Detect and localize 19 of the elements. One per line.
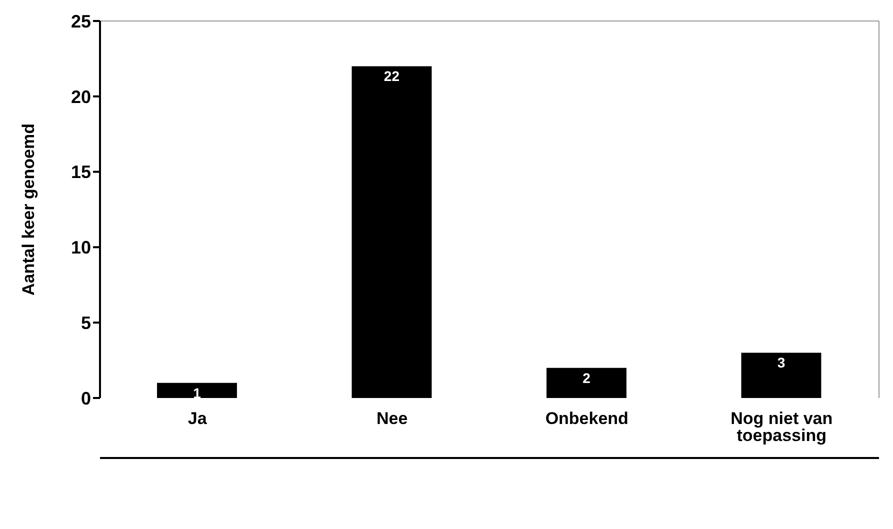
x-tick-label: Onbekend — [545, 409, 628, 428]
x-tick-label: Nee — [376, 409, 408, 428]
bar — [546, 368, 626, 398]
y-tick-label: 15 — [70, 162, 91, 182]
data-label: 1 — [193, 384, 202, 401]
y-tick-label: 10 — [70, 238, 91, 258]
x-tick-label: Nog niet van toepassing — [730, 409, 833, 446]
x-tick-label: Ja — [188, 409, 208, 428]
y-axis-title: Aantal keer genoemd — [19, 124, 38, 296]
y-tick-label: 0 — [80, 388, 91, 408]
y-tick-label: 20 — [70, 86, 91, 107]
bar — [352, 66, 432, 398]
bar — [157, 382, 237, 398]
data-label: 22 — [384, 68, 400, 84]
y-tick-label: 25 — [70, 11, 91, 32]
data-label: 2 — [582, 370, 591, 386]
bar — [741, 352, 822, 398]
data-label: 3 — [777, 354, 786, 371]
y-tick-label: 5 — [80, 312, 91, 333]
